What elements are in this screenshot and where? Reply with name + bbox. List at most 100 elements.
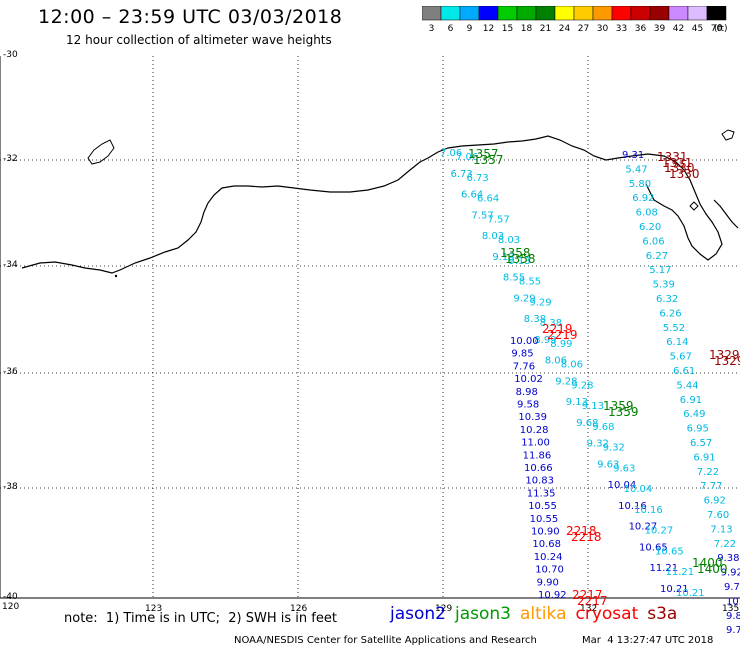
pass-time-label: 1358 [505,252,536,266]
s3a-swh-value: 9.80 [726,611,740,622]
colorbar-tick-label: 6 [448,24,454,34]
s3a-swh-value: 6.08 [636,208,658,219]
s3a-swh-value: 5.39 [653,280,675,291]
cryosat-swh-value: 10.39 [518,412,547,423]
colorbar-tick-label: 39 [654,24,666,34]
jason3-swh-value: 8.03 [482,231,504,242]
cryosat-swh-value: 7.76 [513,361,535,372]
s3a-swh-value: 5.44 [676,380,698,391]
graticule [0,56,740,598]
jason3-swh-value: 11.21 [650,563,679,574]
colorbar-tick-label: 21 [540,24,551,34]
pass-time-label: 1357 [468,147,499,161]
s3a-swh-value: 7.22 [714,539,736,550]
colorbar-tick-label: 12 [483,24,494,34]
latitude-label: -34 [3,260,18,270]
s3a-swh-value: 6.14 [666,337,688,348]
cryosat-swh-value: 9.90 [537,577,559,588]
island-recherche [87,139,115,165]
colorbar-tick-label: 18 [521,24,533,34]
pass-time-label: 2217 [572,588,603,602]
s3a-swh-value: 6.91 [680,395,702,406]
colorbar-tick-label: 15 [502,24,513,34]
colorbar-tick-label: 3 [429,24,435,34]
s3a-swh-value: 7.60 [707,510,729,521]
jason3-swh-value: 9.29 [529,297,551,308]
jason3-swh-value: 10.04 [624,484,653,495]
pass-time-label: 1329 [709,348,740,362]
jason3-swh-value: 10.04 [608,480,637,491]
jason3-swh-value: 7.57 [471,210,493,221]
s3a-swh-value: 7.13 [710,524,732,535]
cryosat-swh-value: 9.58 [517,400,539,411]
pass-time-label: 1400 [692,556,723,570]
s3a-swh-value: 6.20 [639,222,661,233]
pass-time-label: 1359 [608,405,639,419]
s3a-swh-value: 5.80 [629,179,651,190]
pass-time-label: 1329 [714,354,740,368]
cryosat-swh-value: 9.85 [511,349,533,360]
longitude-label: 135 [722,604,740,614]
cryosat-swh-value: 8.98 [516,387,538,398]
jason3-swh-value: 6.73 [450,169,472,180]
wave-height-colorbar: 3 6 9 12 15 18 21 24 27 30 33 36 39 42 45 70(ft) [422,6,728,34]
colorbar-tick-label: 42 [673,24,684,34]
jason3-swh-value: 11.21 [666,567,695,578]
cryosat-swh-value: 10.92 [538,590,567,601]
s3a-swh-value: 6.57 [690,438,712,449]
jason3-swh-value: 7.57 [487,214,509,225]
legend-entry-cryosat: cryosat [575,604,639,624]
jason3-swh-value: 9.63 [597,459,619,470]
jason3-swh-value: 10.65 [655,546,684,557]
jason3-swh-value: 8.55 [503,273,525,284]
s3a-swh-value: 9.70 [726,625,740,636]
s3a-swh-value: 7.77 [700,481,722,492]
s3a-swh-value: 10.30 [726,596,740,607]
colorbar-tick-label: 36 [635,24,647,34]
s3a-swh-value: 6.26 [659,308,681,319]
s3a-swh-value: 6.92 [704,496,726,507]
s3a-swh-value: 5.67 [670,352,692,363]
latitude-label: -38 [3,482,18,492]
cryosat-swh-value: 10.70 [535,565,564,576]
s3a-swh-value: 6.27 [646,251,668,262]
jason3-swh-value: 9.29 [513,293,535,304]
jason3-swh-value: 9.32 [587,439,609,450]
jason3-swh-value: 9.13 [566,397,588,408]
longitude-label: 123 [145,604,163,614]
s3a-swh-value: 5.17 [649,265,671,276]
jason3-swh-value: 9.68 [576,418,598,429]
jason3-swh-value: 9.63 [613,463,635,474]
s3a-swh-value: 6.91 [693,452,715,463]
s3a-swh-value: 6.32 [656,294,678,305]
cryosat-swh-value: 11.35 [527,488,556,499]
island-kangaroo [721,129,735,141]
s3a-swh-value: 6.95 [687,424,709,435]
jason3-swh-value: 10.16 [618,501,647,512]
legend-entry-s3a: s3a [647,604,678,624]
s3a-swh-value: 6.06 [642,236,664,247]
cryosat-swh-value: 10.66 [524,463,553,474]
cryosat-swh-value: 10.68 [532,539,561,550]
credit-line: NOAA/NESDIS Center for Satellite Applica… [234,635,537,646]
latitude-label: -36 [3,367,18,377]
footer-note: note: 1) Time is in UTC; 2) SWH is in fe… [64,611,337,626]
s3a-swh-value: 9.31 [622,150,644,161]
s3a-swh-value: 6.61 [673,366,695,377]
longitude-label: 126 [290,604,308,614]
colorbar-tick-label: 27 [578,24,589,34]
pass-time-label: 1400 [697,562,728,576]
jason3-swh-value: 9.13 [492,252,514,263]
cryosat-swh-value: 10.55 [530,514,559,525]
jason3-swh-value: 8.55 [519,277,541,288]
colorbar-tick-label: 45 [692,24,703,34]
pass-time-label: 1330 [669,167,700,181]
s3a-swh-value: 9.70 [724,582,740,593]
s3a-swh-value: 7.22 [697,467,719,478]
jason3-swh-value: 8.38 [524,314,546,325]
cryosat-swh-value: 11.86 [523,450,552,461]
satellite-legend: jason2 jason3 altika cryosat s3a [390,604,686,624]
jason3-swh-value: 6.64 [477,194,499,205]
colorbar-tick-label: 24 [559,24,571,34]
